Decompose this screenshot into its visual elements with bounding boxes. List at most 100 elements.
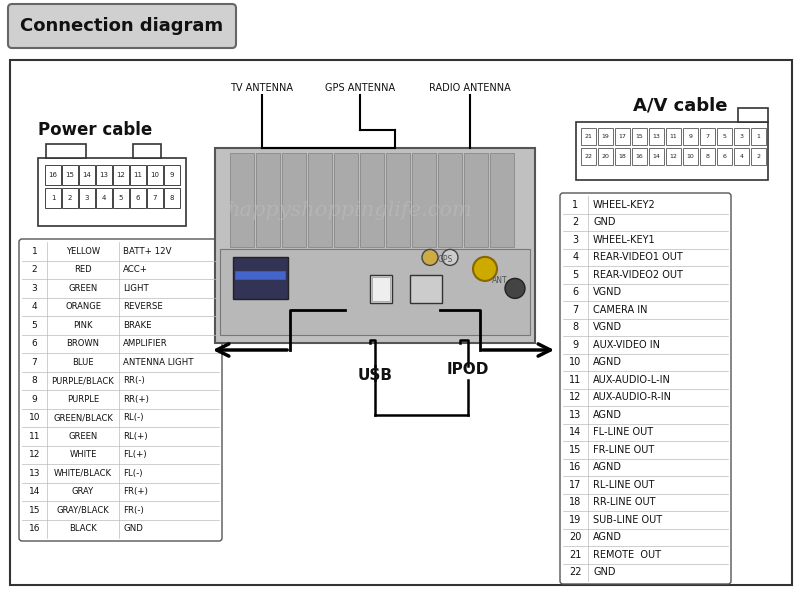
Text: Connection diagram: Connection diagram <box>21 17 223 35</box>
FancyBboxPatch shape <box>8 4 236 48</box>
Bar <box>738 108 768 122</box>
Text: GPS ANTENNA: GPS ANTENNA <box>325 83 395 93</box>
Bar <box>45 188 61 208</box>
Text: 9: 9 <box>170 172 174 178</box>
Text: 5: 5 <box>722 134 726 139</box>
Bar <box>615 128 630 145</box>
Bar <box>734 148 749 165</box>
Bar <box>632 148 647 165</box>
Bar <box>666 148 681 165</box>
Text: 22: 22 <box>585 154 593 159</box>
Text: WHITE/BLACK: WHITE/BLACK <box>54 469 112 478</box>
Text: AGND: AGND <box>593 532 622 542</box>
Text: 11: 11 <box>29 432 40 441</box>
Text: REAR-VIDEO2 OUT: REAR-VIDEO2 OUT <box>593 270 683 280</box>
Bar <box>717 128 732 145</box>
Text: 14: 14 <box>570 427 582 437</box>
Bar <box>96 188 112 208</box>
Text: 4: 4 <box>739 154 743 159</box>
Text: 11: 11 <box>134 172 142 178</box>
Bar <box>751 128 766 145</box>
Text: BLACK: BLACK <box>69 524 97 533</box>
Bar <box>649 128 664 145</box>
Text: 12: 12 <box>670 154 678 159</box>
Bar <box>46 144 86 158</box>
Bar <box>164 188 180 208</box>
Text: REAR-VIDEO1 OUT: REAR-VIDEO1 OUT <box>593 252 682 262</box>
Text: AGND: AGND <box>593 462 622 472</box>
Text: 18: 18 <box>570 497 582 507</box>
Text: ANT: ANT <box>492 276 508 285</box>
Bar <box>598 128 613 145</box>
Text: 4: 4 <box>32 302 38 311</box>
Text: 6: 6 <box>722 154 726 159</box>
FancyBboxPatch shape <box>560 193 731 584</box>
Text: 3: 3 <box>85 195 90 201</box>
Text: 9: 9 <box>689 134 693 139</box>
Bar <box>576 122 768 180</box>
Text: 10: 10 <box>29 413 40 422</box>
Bar <box>164 165 180 185</box>
Text: WHEEL-KEY1: WHEEL-KEY1 <box>593 235 656 245</box>
Bar <box>410 275 442 303</box>
Text: 11: 11 <box>570 375 582 385</box>
Bar <box>130 188 146 208</box>
Bar <box>386 153 410 247</box>
Text: RR(+): RR(+) <box>123 395 149 404</box>
Circle shape <box>505 278 525 298</box>
Bar <box>700 128 715 145</box>
Text: 4: 4 <box>573 252 578 262</box>
Text: 16: 16 <box>49 172 58 178</box>
Text: BRAKE: BRAKE <box>123 321 152 330</box>
Text: BROWN: BROWN <box>66 339 99 348</box>
Text: 1: 1 <box>32 247 38 256</box>
Bar <box>370 275 392 303</box>
Text: BLUE: BLUE <box>72 358 94 367</box>
Text: REMOTE  OUT: REMOTE OUT <box>593 550 661 560</box>
Text: 21: 21 <box>570 550 582 560</box>
Text: FR(-): FR(-) <box>123 506 144 515</box>
Text: AMPLIFIER: AMPLIFIER <box>123 339 168 348</box>
Bar <box>666 128 681 145</box>
Bar <box>372 277 390 301</box>
Text: YELLOW: YELLOW <box>66 247 100 256</box>
Text: 14: 14 <box>82 172 91 178</box>
Text: 10: 10 <box>150 172 159 178</box>
Bar <box>147 165 163 185</box>
Text: PINK: PINK <box>74 321 93 330</box>
Text: FR(+): FR(+) <box>123 487 148 496</box>
Bar <box>113 165 129 185</box>
Text: USB: USB <box>358 367 393 383</box>
Text: 4: 4 <box>102 195 106 201</box>
Text: AUX-AUDIO-L-IN: AUX-AUDIO-L-IN <box>593 375 671 385</box>
Text: WHEEL-KEY2: WHEEL-KEY2 <box>593 200 656 210</box>
Text: GPS: GPS <box>438 254 453 263</box>
Text: 16: 16 <box>29 524 40 533</box>
Text: 1: 1 <box>757 134 761 139</box>
Text: 15: 15 <box>570 445 582 455</box>
Bar <box>751 148 766 165</box>
Bar <box>717 148 732 165</box>
Text: 13: 13 <box>99 172 109 178</box>
Text: RL(+): RL(+) <box>123 432 148 441</box>
Text: 20: 20 <box>602 154 610 159</box>
Bar <box>490 153 514 247</box>
Bar <box>412 153 436 247</box>
Bar <box>615 148 630 165</box>
Text: 7: 7 <box>572 305 578 315</box>
Bar <box>10 60 792 585</box>
Bar <box>334 153 358 247</box>
Text: 8: 8 <box>32 376 38 385</box>
Text: 2: 2 <box>32 265 38 274</box>
Text: IPOD: IPOD <box>447 362 489 377</box>
Bar <box>683 148 698 165</box>
Bar <box>308 153 332 247</box>
Text: 8: 8 <box>170 195 174 201</box>
Text: 5: 5 <box>572 270 578 280</box>
FancyBboxPatch shape <box>19 239 222 541</box>
Text: ORANGE: ORANGE <box>65 302 101 311</box>
Text: 19: 19 <box>570 515 582 525</box>
Text: 15: 15 <box>29 506 40 515</box>
Bar <box>360 153 384 247</box>
Text: 2: 2 <box>68 195 72 201</box>
